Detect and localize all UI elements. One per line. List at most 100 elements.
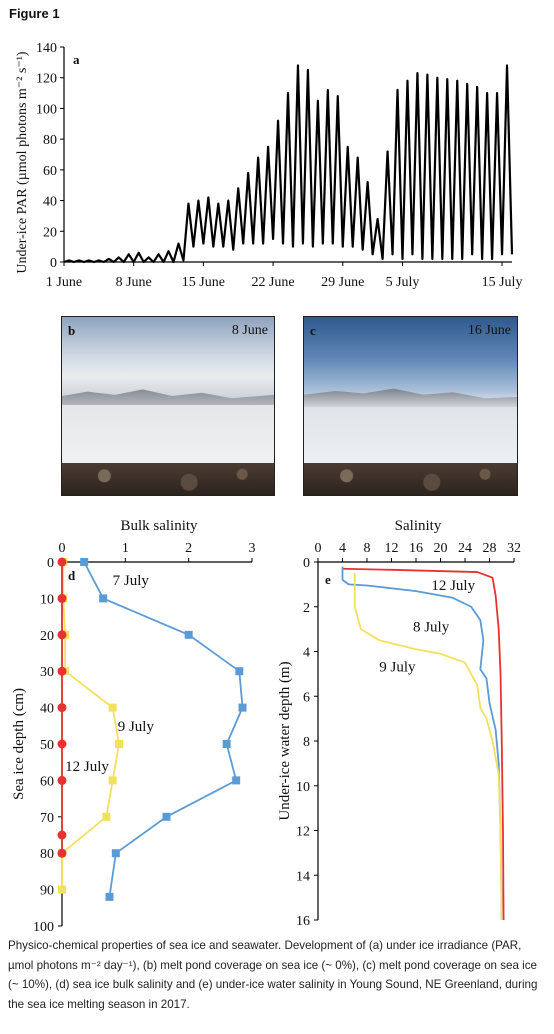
panel-d-point xyxy=(102,812,111,821)
panel-d-y-tick-label: 70 xyxy=(40,811,54,826)
panel-d-series-label: 9 July xyxy=(118,719,155,735)
panel-d-point xyxy=(222,740,231,748)
panel-d-point xyxy=(80,558,89,566)
panel-e-series-line xyxy=(341,566,503,921)
panel-d-y-axis-label: Sea ice depth (cm) xyxy=(11,688,27,800)
panel-d-point xyxy=(57,848,67,858)
panel-d-point xyxy=(184,630,193,639)
panel-e-y-tick-label: 12 xyxy=(296,825,310,840)
panel-e-series-label: 12 July xyxy=(431,578,475,594)
panel-d-point xyxy=(57,830,67,840)
panel-e-series-line xyxy=(353,573,503,921)
panel-d-x-tick-label: 1 xyxy=(122,541,129,556)
panel-d-y-tick-label: 100 xyxy=(33,920,54,935)
panel-a-y-tick-label: 140 xyxy=(36,41,57,56)
panel-d-point xyxy=(57,739,67,749)
panel-d-y-tick-label: 0 xyxy=(47,556,54,571)
panel-a-label: a xyxy=(73,52,80,67)
photo-panel-b: b 8 June xyxy=(61,316,275,496)
panel-d-point xyxy=(57,593,67,603)
panel-e-series-label: 9 July xyxy=(379,660,416,676)
panel-d-y-tick-label: 30 xyxy=(40,665,54,680)
panel-e-x-tick-label: 8 xyxy=(364,541,371,556)
panel-d-y-tick-label: 50 xyxy=(40,738,54,753)
panel-d-series-label: 12 July xyxy=(65,759,109,775)
panel-a-x-tick-label: 1 June xyxy=(46,275,82,290)
panel-d-point xyxy=(57,666,67,676)
panel-d-y-tick-label: 90 xyxy=(40,884,54,899)
panel-d-point xyxy=(58,885,66,894)
panel-a-x-tick-label: 15 July xyxy=(482,275,523,290)
panel-a-x-tick-label: 15 June xyxy=(182,275,225,290)
panel-d-series-label: 7 July xyxy=(113,573,150,589)
panel-e-y-tick-label: 6 xyxy=(303,690,310,705)
panel-e-series-label: 8 July xyxy=(413,619,450,635)
panel-a-y-tick-label: 40 xyxy=(43,195,57,210)
panel-e-y-tick-label: 8 xyxy=(303,735,310,750)
panel-a-x-tick-label: 22 June xyxy=(251,275,294,290)
panel-d-point xyxy=(108,776,117,785)
panel-a-x-tick-label: 5 July xyxy=(386,275,420,290)
panel-e-x-tick-label: 0 xyxy=(315,541,322,556)
panel-e-label: e xyxy=(325,572,331,587)
figure-caption: Physico-chemical properties of sea ice a… xyxy=(8,939,538,1011)
panel-a-x-tick-label: 29 June xyxy=(321,275,364,290)
panel-e-y-tick-label: 10 xyxy=(296,780,310,795)
panel-a-y-axis-label: Under-ice PAR (µmol photons m⁻² s⁻¹) xyxy=(15,51,30,273)
panel-d-x-tick-label: 0 xyxy=(59,541,66,556)
panel-d-point xyxy=(235,667,244,676)
panel-e-title: Salinity xyxy=(395,518,442,534)
panel-d-point xyxy=(232,776,241,785)
panel-d-point xyxy=(111,849,120,858)
panel-a-x-tick-label: 8 June xyxy=(116,275,152,290)
photo-b-date: 8 June xyxy=(231,323,268,338)
panel-d-point xyxy=(115,740,123,748)
panel-e-y-tick-label: 14 xyxy=(296,869,310,884)
panel-e-y-tick-label: 16 xyxy=(296,914,310,929)
panel-d-x-tick-label: 3 xyxy=(249,541,256,556)
photo-b-label: b xyxy=(68,323,76,338)
photo-c-date: 16 June xyxy=(467,323,511,338)
panel-d-point xyxy=(57,775,67,785)
photo-panel-c: c 16 June xyxy=(303,316,518,496)
panel-d-point xyxy=(238,703,247,712)
panel-e-series-line xyxy=(342,567,505,921)
panel-e-y-tick-label: 0 xyxy=(303,556,310,571)
panel-d-point xyxy=(57,703,67,713)
panel-e-y-tick-label: 4 xyxy=(303,646,310,661)
panel-d-point xyxy=(108,703,117,712)
panel-d-label: d xyxy=(68,568,76,583)
panel-e-x-tick-label: 24 xyxy=(458,541,472,556)
panel-d-series-line xyxy=(83,561,244,898)
panel-e-x-tick-label: 20 xyxy=(434,541,448,556)
panel-e-y-tick-label: 2 xyxy=(303,601,310,616)
panel-d-point xyxy=(57,630,67,640)
panel-d-title: Bulk salinity xyxy=(120,518,198,534)
figure-title: Figure 1 xyxy=(9,6,60,21)
panel-e-x-tick-label: 32 xyxy=(507,541,521,556)
panel-e-x-tick-label: 4 xyxy=(339,541,346,556)
panel-d-y-tick-label: 10 xyxy=(40,592,54,607)
panel-d-point xyxy=(105,892,114,901)
panel-d-series-line xyxy=(61,562,120,890)
panel-d-y-tick-label: 60 xyxy=(40,774,54,789)
panel-d-point xyxy=(99,594,108,603)
panel-d-y-tick-label: 20 xyxy=(40,629,54,644)
panel-e-y-axis-label: Under-ice water depth (m) xyxy=(277,661,293,820)
photo-c-label: c xyxy=(310,323,316,338)
panel-d-point xyxy=(162,812,171,821)
panel-d-y-tick-label: 40 xyxy=(40,702,54,717)
panel-a-y-tick-label: 60 xyxy=(43,164,57,179)
panel-e-x-tick-label: 12 xyxy=(385,541,399,556)
panel-e-x-tick-label: 16 xyxy=(409,541,423,556)
panel-d-point xyxy=(57,557,67,567)
panel-a-par-series xyxy=(63,64,514,264)
panel-e-x-tick-label: 28 xyxy=(483,541,497,556)
panel-a-y-tick-label: 100 xyxy=(36,102,57,117)
panel-d-y-tick-label: 80 xyxy=(40,847,54,862)
panel-a-y-tick-label: 0 xyxy=(50,256,57,271)
panel-a-y-tick-label: 120 xyxy=(36,72,57,87)
panel-a-y-tick-label: 20 xyxy=(43,225,57,240)
panel-a-y-tick-label: 80 xyxy=(43,133,57,148)
